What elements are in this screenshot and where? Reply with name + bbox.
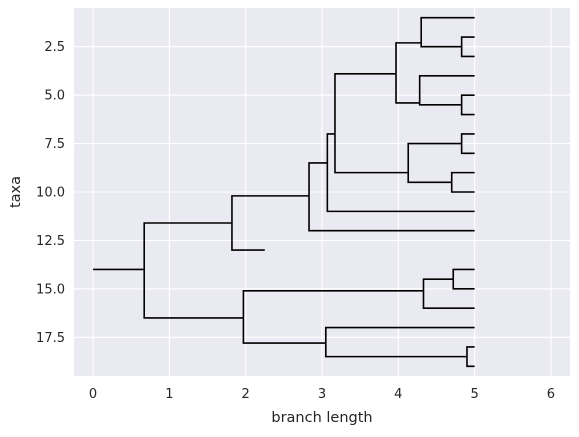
tree-branch (420, 42, 462, 48)
tree-branch (420, 16, 475, 43)
tree-branch (418, 102, 462, 106)
tree-branch (422, 290, 475, 310)
tree-branch (460, 104, 475, 116)
tree-branch (452, 268, 475, 280)
y-tick-label: 17.5 (36, 331, 65, 346)
y-tick-label: 2.5 (44, 40, 65, 55)
x-tick-label: 6 (547, 387, 555, 402)
tree-branch (242, 317, 326, 344)
tree-branch (395, 42, 422, 74)
tree-branch (334, 73, 397, 134)
x-tick-label: 1 (165, 387, 173, 402)
x-tick-label: 0 (89, 387, 97, 402)
tree-branch (460, 94, 475, 105)
grid-lines (74, 8, 570, 376)
tree-branch (334, 133, 409, 174)
y-tick-label: 7.5 (44, 137, 65, 152)
y-tick-labels: 2.5 5.0 7.5 10.0 12.5 15.0 17.5 (36, 40, 65, 346)
tree-branches (93, 16, 475, 368)
tree-branch (326, 133, 335, 163)
tree-branch (242, 289, 424, 318)
tree-branch (466, 356, 475, 368)
y-tick-label: 10.0 (36, 186, 65, 201)
tree-branch (395, 73, 420, 104)
tree-branch (460, 133, 475, 144)
tree-branch (466, 346, 475, 357)
tree-branch (308, 162, 328, 196)
tree-branch (460, 36, 475, 47)
x-axis-label: branch length (271, 410, 372, 426)
x-tick-label: 2 (242, 387, 250, 402)
tree-branch (418, 74, 475, 103)
tree-branch (460, 46, 475, 58)
x-tick-label: 5 (470, 387, 478, 402)
y-tick-label: 15.0 (36, 282, 65, 297)
y-tick-label: 5.0 (44, 89, 65, 104)
tree-branch (325, 343, 467, 358)
y-axis-label: taxa (8, 176, 24, 208)
y-tick-label: 12.5 (36, 234, 65, 249)
tree-branch (460, 143, 475, 155)
tree-branch (326, 162, 475, 213)
tree-branch (143, 222, 232, 270)
tree-branch (422, 278, 454, 291)
tree-branch (450, 182, 475, 193)
tree-branch (231, 222, 265, 251)
tree-branch (407, 142, 462, 173)
tree-branch (450, 171, 475, 183)
tree-branch (231, 195, 310, 223)
tree-branch (452, 279, 475, 290)
x-tick-label: 3 (318, 387, 326, 402)
tree-branch (143, 269, 244, 319)
tree-branch (325, 326, 475, 344)
x-tick-label: 4 (394, 387, 402, 402)
tree-branch (407, 172, 452, 184)
tree-branch (308, 195, 475, 232)
x-tick-labels: 0 1 2 3 4 5 6 (89, 387, 555, 402)
